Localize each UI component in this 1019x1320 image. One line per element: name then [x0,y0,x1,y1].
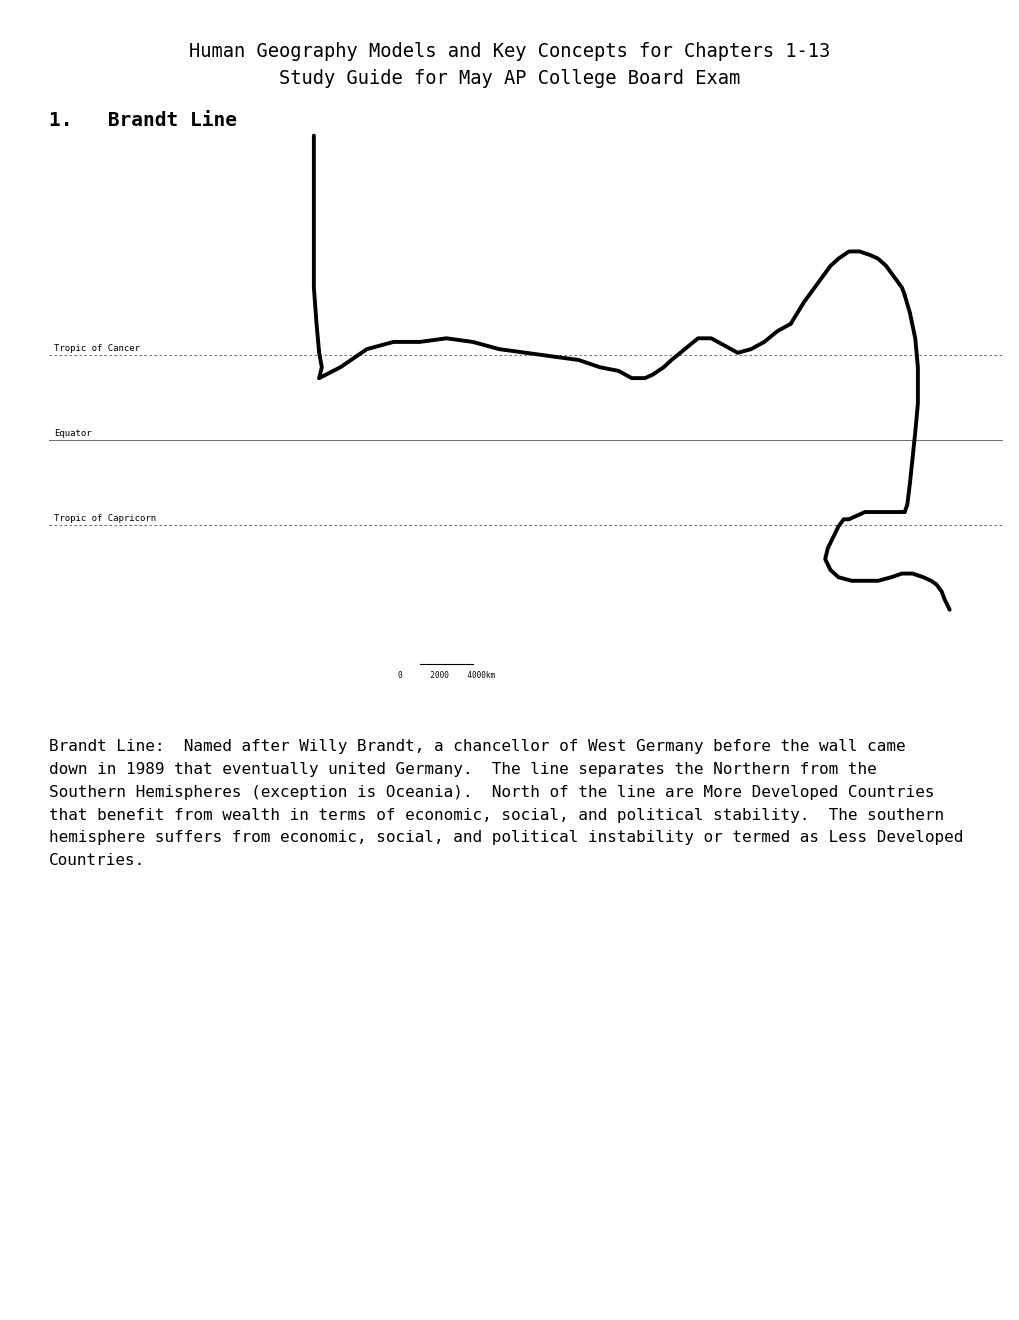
Text: Tropic of Cancer: Tropic of Cancer [54,343,141,352]
Text: Human Geography Models and Key Concepts for Chapters 1-13: Human Geography Models and Key Concepts … [190,42,829,61]
Text: 0      2000    4000km: 0 2000 4000km [397,672,494,680]
Text: Equator: Equator [54,429,92,438]
Text: Study Guide for May AP College Board Exam: Study Guide for May AP College Board Exa… [279,69,740,87]
Text: Tropic of Capricorn: Tropic of Capricorn [54,513,156,523]
Text: 1.   Brandt Line: 1. Brandt Line [49,111,236,129]
Text: Brandt Line:  Named after Willy Brandt, a chancellor of West Germany before the : Brandt Line: Named after Willy Brandt, a… [49,739,962,869]
